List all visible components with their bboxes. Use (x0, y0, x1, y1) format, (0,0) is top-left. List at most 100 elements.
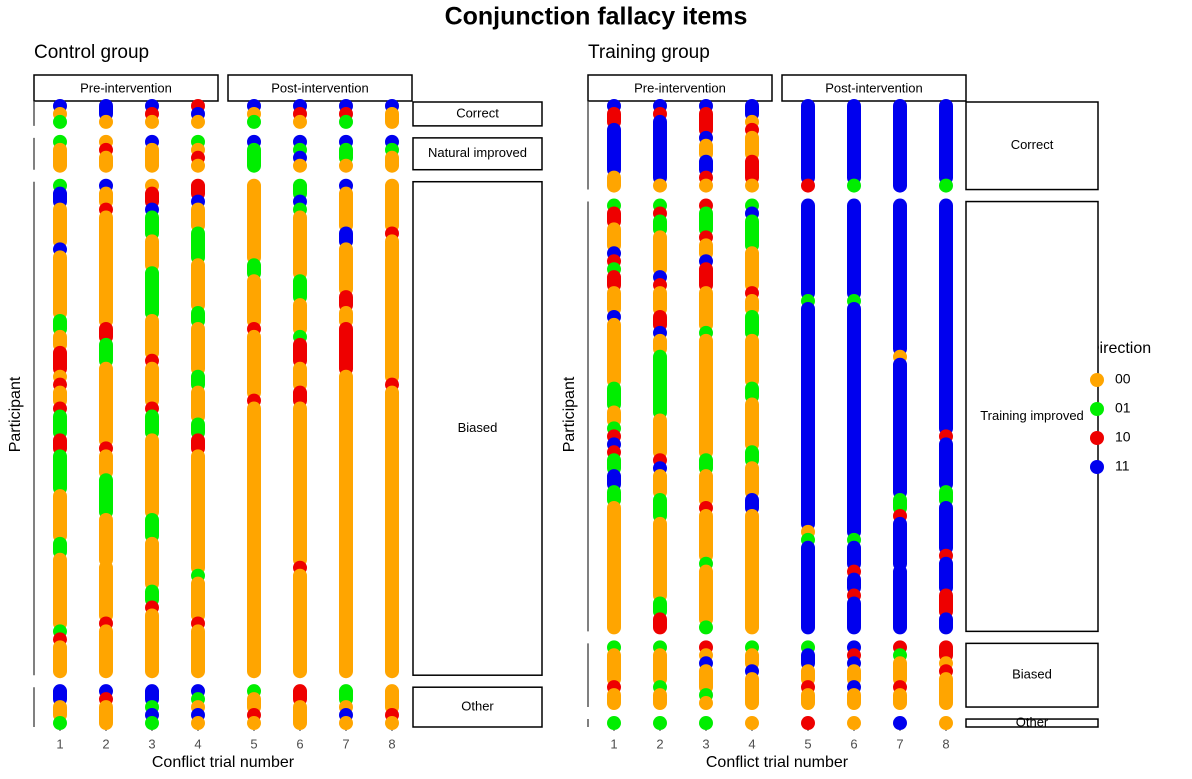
dot-run (99, 150, 113, 173)
legend-swatch (1090, 373, 1104, 387)
phase-label: Post-intervention (271, 80, 369, 95)
facet-label: Natural improved (428, 145, 527, 160)
facet-strip (965, 101, 1099, 191)
dot-run (745, 648, 759, 671)
dot-run (191, 321, 205, 376)
dot-run (53, 536, 67, 559)
dot-run (99, 114, 113, 129)
x-tick-label: 2 (656, 736, 663, 751)
facet-label: Other (461, 699, 494, 714)
facet-strip (412, 137, 543, 171)
dot-run (607, 317, 621, 388)
dot-run (53, 142, 67, 173)
x-axis-label: Conflict trial number (152, 754, 295, 771)
dot-run (607, 206, 621, 229)
dot-run (939, 198, 953, 436)
dot-run (339, 290, 353, 313)
dot-run (53, 489, 67, 543)
x-tick-label: 6 (850, 736, 857, 751)
phase-strip (587, 74, 773, 102)
dot-run (191, 433, 205, 456)
dot-run (191, 178, 205, 201)
dot-run (847, 198, 861, 301)
legend-label: 10 (1115, 429, 1131, 445)
dot-run (801, 98, 815, 185)
dot-run (893, 564, 907, 635)
panel-title: Training group (588, 42, 710, 63)
dot-run (191, 385, 205, 424)
dot-run (99, 186, 113, 209)
dot-run (745, 672, 759, 711)
dot-run (607, 500, 621, 635)
dot-run (293, 337, 307, 368)
dot-run (145, 361, 159, 408)
dot-run (293, 385, 307, 408)
legend-title: Direction (1088, 340, 1151, 357)
dot-run (191, 306, 205, 329)
dot-run (801, 716, 815, 731)
dot-run (699, 453, 713, 476)
dot-run (653, 333, 667, 356)
legend-swatch (1090, 402, 1104, 416)
phase-strip (227, 74, 413, 102)
dot-run (385, 385, 399, 679)
x-tick-label: 5 (250, 736, 257, 751)
x-tick-label: 5 (804, 736, 811, 751)
facet-strip (965, 642, 1099, 708)
dot-run (145, 266, 159, 321)
dot-run (653, 309, 667, 332)
dot-run (653, 230, 667, 277)
dot-run (385, 106, 399, 129)
x-axis-label: Conflict trial number (706, 754, 849, 771)
dot-run (699, 238, 713, 261)
dot-run (339, 158, 353, 173)
dot-run (939, 178, 953, 193)
dot-run (699, 333, 713, 460)
dot-run (607, 122, 621, 177)
dot-run (145, 716, 159, 731)
dot-run (145, 314, 159, 360)
dot-run (847, 572, 861, 595)
dot-run (99, 449, 113, 480)
dot-run (191, 158, 205, 173)
dot-run (653, 716, 667, 731)
dot-run (53, 684, 67, 707)
dot-run (699, 154, 713, 177)
dot-run (53, 385, 67, 408)
dot-run (293, 361, 307, 392)
dot-run (145, 608, 159, 679)
dot-run (191, 716, 205, 731)
dot-run (53, 716, 67, 731)
dot-run (801, 688, 815, 711)
dot-run (339, 114, 353, 129)
x-tick-label: 8 (942, 736, 949, 751)
x-tick-label: 8 (388, 736, 395, 751)
dot-run (145, 142, 159, 173)
dot-run (653, 596, 667, 619)
dot-run (53, 114, 67, 129)
facet-label: Training improved (980, 408, 1084, 423)
dot-run (847, 664, 861, 687)
dot-run (653, 469, 667, 500)
dot-run (653, 349, 667, 420)
dot-run (801, 302, 815, 531)
facet-label: Correct (1011, 137, 1054, 152)
dot-run (893, 493, 907, 515)
dot-run (339, 306, 353, 329)
dot-run (745, 178, 759, 193)
dot-run (145, 433, 159, 520)
dot-run (847, 540, 861, 571)
x-tick-label: 3 (702, 736, 709, 751)
x-tick-label: 6 (296, 736, 303, 751)
dot-run (293, 684, 307, 707)
dot-run (801, 198, 815, 301)
dot-run (53, 250, 67, 321)
dot-run (607, 469, 621, 492)
dot-run (699, 696, 713, 711)
dot-run (607, 222, 621, 253)
x-tick-label: 4 (748, 736, 755, 751)
dot-run (339, 226, 353, 249)
facet-strip (965, 718, 1099, 728)
dot-run (653, 688, 667, 711)
facet-label: Biased (1012, 667, 1052, 682)
